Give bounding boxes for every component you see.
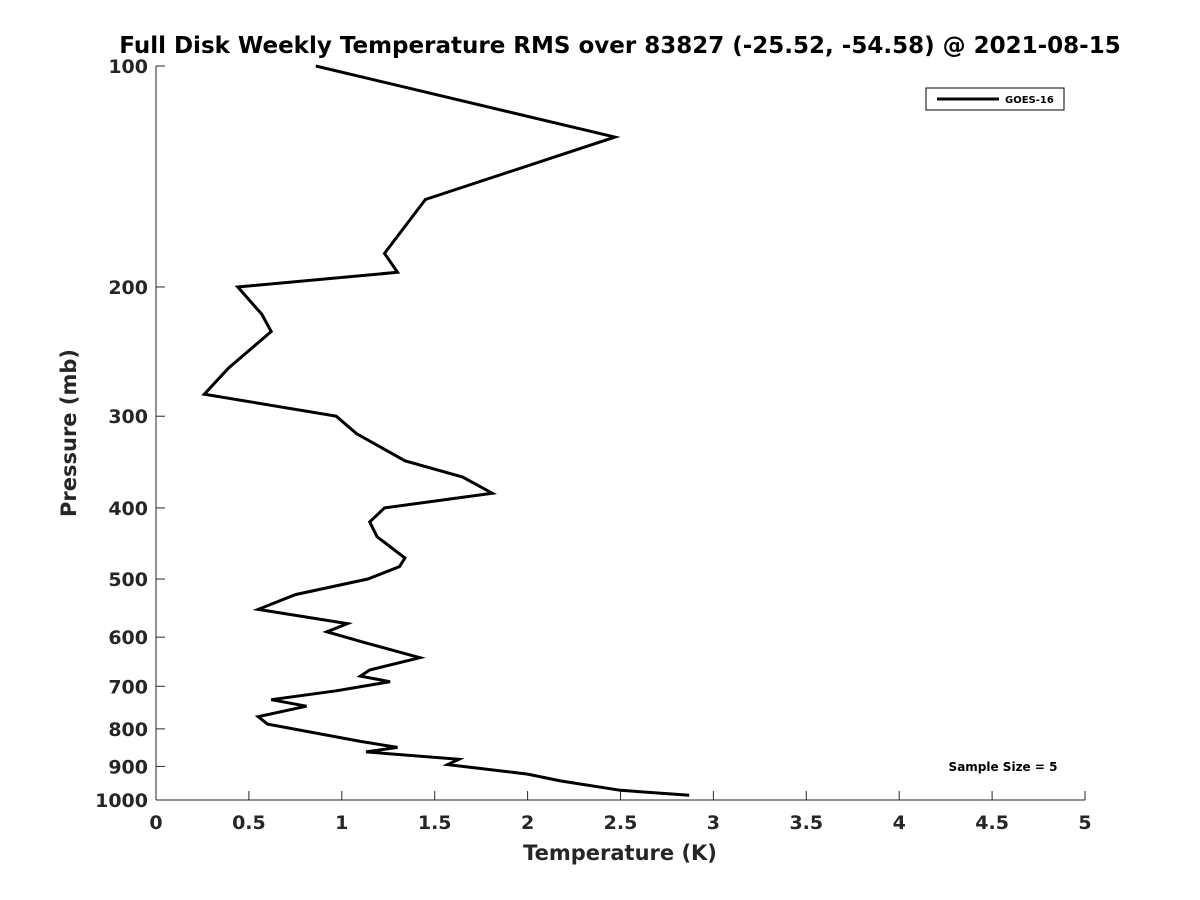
x-tick-label: 2.5 (604, 812, 638, 834)
y-tick-label: 1000 (95, 790, 148, 812)
legend-label-goes16: GOES-16 (1005, 95, 1054, 106)
x-tick-label: 4 (893, 812, 906, 834)
series-line-goes16 (201, 64, 690, 797)
x-tick-label: 3.5 (789, 812, 823, 834)
series-layer (201, 64, 690, 797)
chart-title: Full Disk Weekly Temperature RMS over 83… (119, 33, 1121, 59)
x-tick-label: 5 (1078, 812, 1091, 834)
y-ticks: 100 200 300 400 500 600 700 800 900 1000 (95, 56, 165, 812)
x-tick-label: 4.5 (975, 812, 1009, 834)
x-tick-label: 2 (521, 812, 534, 834)
y-tick-label: 500 (108, 569, 148, 591)
y-tick-label: 900 (108, 756, 148, 778)
x-tick-label: 3 (707, 812, 720, 834)
y-tick-label: 600 (108, 627, 148, 649)
y-axis-label: Pressure (mb) (57, 349, 81, 517)
x-ticks: 0 0.5 1 1.5 2 2.5 3 3.5 4 4.5 5 (149, 791, 1092, 834)
x-axis-label: Temperature (K) (523, 841, 717, 865)
y-tick-label: 400 (108, 498, 148, 520)
x-tick-label: 1 (335, 812, 348, 834)
y-tick-label: 200 (108, 277, 148, 299)
x-tick-label: 0.5 (232, 812, 266, 834)
y-tick-label: 300 (108, 406, 148, 428)
y-tick-label: 800 (108, 719, 148, 741)
x-tick-label: 0 (149, 812, 162, 834)
y-tick-label: 700 (108, 676, 148, 698)
legend: GOES-16 (925, 87, 1065, 111)
x-tick-label: 1.5 (418, 812, 452, 834)
y-tick-label: 100 (108, 56, 148, 78)
sample-size-annotation: Sample Size = 5 (949, 760, 1058, 774)
plot-frame (155, 66, 1085, 801)
